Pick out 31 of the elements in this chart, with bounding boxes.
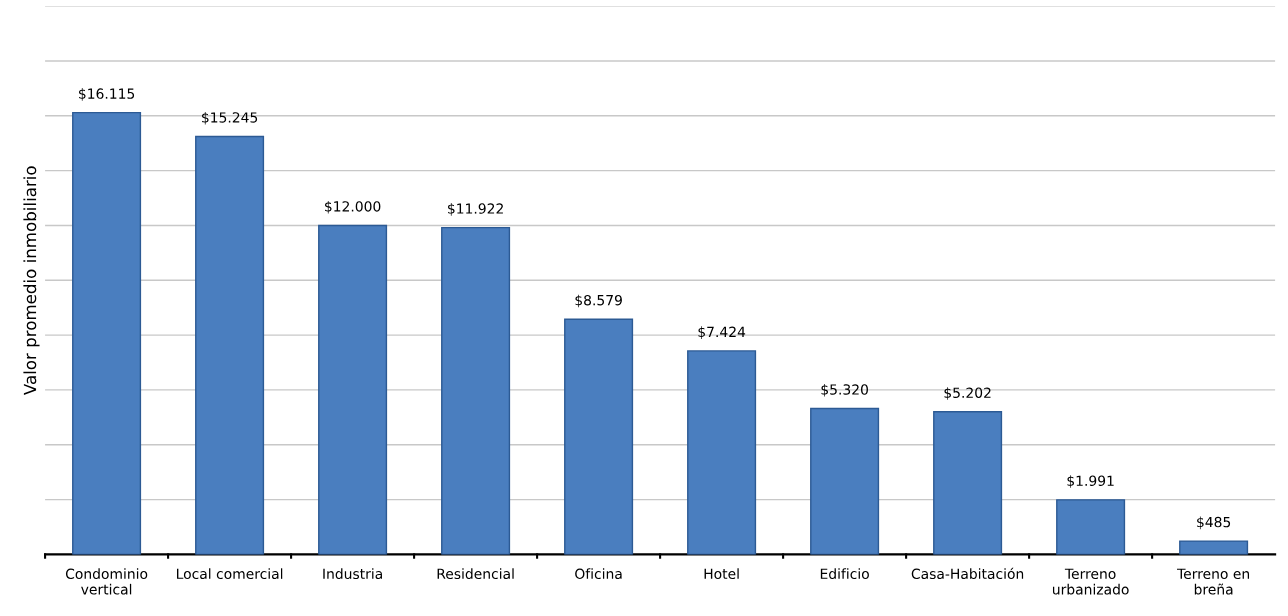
- bar: [318, 224, 388, 555]
- y-axis-title: Valor promedio inmobiliario: [23, 166, 40, 396]
- x-tick-label: Industria: [323, 568, 382, 580]
- data-label: $8.579: [575, 294, 622, 308]
- x-tick-label: Edificio: [820, 568, 869, 580]
- x-tick-label: Casa-Habitación: [911, 567, 1024, 580]
- bar: [441, 226, 511, 555]
- bar: [564, 318, 634, 555]
- data-label: $7.424: [698, 326, 746, 339]
- data-label: $16.115: [79, 88, 135, 101]
- data-label: $485: [1197, 516, 1231, 530]
- bar: [195, 135, 265, 555]
- data-label: $15.245: [202, 111, 258, 125]
- bar: [810, 407, 880, 555]
- data-label: $5.320: [821, 384, 868, 397]
- x-tick-label: Oficina: [575, 568, 622, 580]
- x-tick-label: Residencial: [437, 568, 514, 580]
- x-tick-label: Condominio vertical: [65, 568, 148, 595]
- data-label: $5.202: [944, 387, 991, 400]
- bar: [1056, 499, 1126, 555]
- bar: [1179, 540, 1249, 555]
- x-tick-label: Terreno en breña: [1177, 568, 1250, 595]
- x-tick-label: Terreno urbanizado: [1052, 568, 1129, 595]
- bar: [933, 411, 1003, 555]
- x-tick-label: Local comercial: [177, 568, 283, 580]
- data-label: $1.991: [1067, 475, 1114, 488]
- bar: [72, 111, 142, 555]
- data-label: $12.000: [325, 200, 381, 214]
- x-tick-label: Hotel: [704, 568, 739, 580]
- bar: [687, 350, 757, 555]
- data-label: $11.922: [448, 203, 503, 216]
